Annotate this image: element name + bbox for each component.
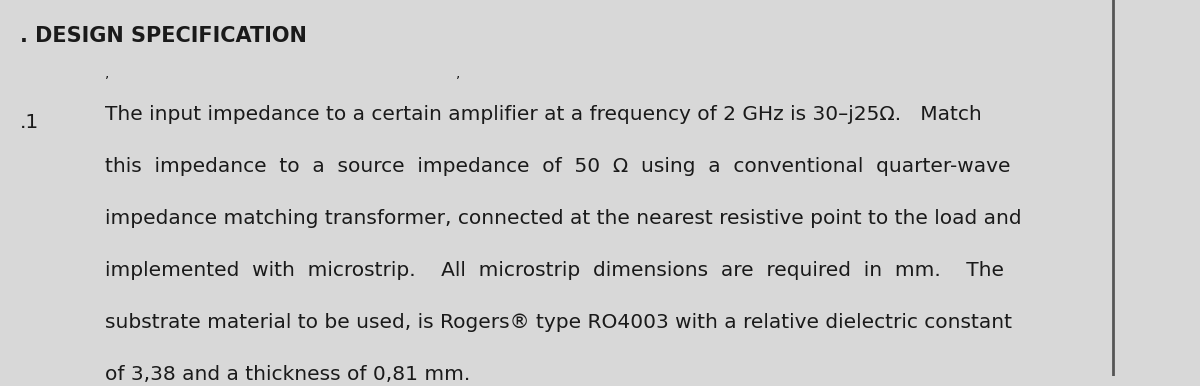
Text: The input impedance to a certain amplifier at a frequency of 2 GHz is 30–j25Ω.  : The input impedance to a certain amplifi… bbox=[104, 105, 982, 124]
Text: ,: , bbox=[456, 66, 461, 80]
Text: substrate material to be used, is Rogers® type RO4003 with a relative dielectric: substrate material to be used, is Rogers… bbox=[104, 313, 1012, 332]
Text: this  impedance  to  a  source  impedance  of  50  Ω  using  a  conventional  qu: this impedance to a source impedance of … bbox=[104, 157, 1010, 176]
Text: impedance matching transformer, connected at the nearest resistive point to the : impedance matching transformer, connecte… bbox=[104, 209, 1021, 228]
Text: implemented  with  microstrip.    All  microstrip  dimensions  are  required  in: implemented with microstrip. All microst… bbox=[104, 261, 1004, 280]
Text: . DESIGN SPECIFICATION: . DESIGN SPECIFICATION bbox=[20, 26, 307, 46]
Text: ,: , bbox=[104, 66, 109, 80]
Text: .1: .1 bbox=[20, 113, 40, 132]
Text: of 3,38 and a thickness of 0,81 mm.: of 3,38 and a thickness of 0,81 mm. bbox=[104, 365, 470, 384]
